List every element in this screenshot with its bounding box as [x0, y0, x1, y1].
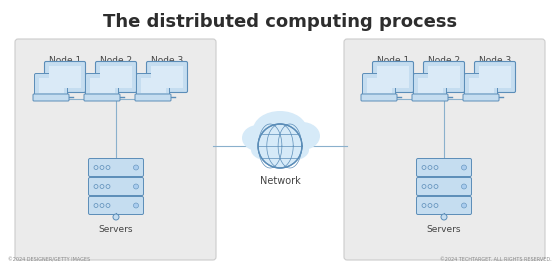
Text: ©2024 DESIGNER/GETTY IMAGES: ©2024 DESIGNER/GETTY IMAGES [8, 257, 90, 262]
FancyBboxPatch shape [417, 178, 472, 196]
FancyBboxPatch shape [474, 62, 516, 93]
FancyBboxPatch shape [90, 77, 114, 93]
FancyBboxPatch shape [151, 66, 183, 88]
Text: Node 2: Node 2 [428, 56, 460, 65]
Text: ©2024 TECHTARGET. ALL RIGHTS RESERVED.: ©2024 TECHTARGET. ALL RIGHTS RESERVED. [440, 257, 552, 262]
FancyBboxPatch shape [44, 62, 86, 93]
FancyBboxPatch shape [88, 158, 143, 176]
FancyBboxPatch shape [412, 94, 448, 101]
Circle shape [258, 124, 302, 168]
Text: The distributed computing process: The distributed computing process [103, 13, 457, 31]
FancyBboxPatch shape [86, 73, 119, 97]
Ellipse shape [271, 139, 309, 161]
FancyBboxPatch shape [366, 77, 391, 93]
Circle shape [461, 165, 466, 170]
FancyBboxPatch shape [135, 94, 171, 101]
Ellipse shape [251, 139, 289, 161]
FancyBboxPatch shape [88, 196, 143, 214]
FancyBboxPatch shape [428, 66, 460, 88]
Circle shape [133, 165, 138, 170]
FancyBboxPatch shape [344, 39, 545, 260]
Circle shape [133, 203, 138, 208]
Text: Node 1: Node 1 [49, 56, 81, 65]
Text: Network: Network [260, 176, 300, 186]
Ellipse shape [253, 111, 307, 149]
FancyBboxPatch shape [413, 73, 446, 97]
FancyBboxPatch shape [417, 196, 472, 214]
FancyBboxPatch shape [147, 62, 188, 93]
FancyBboxPatch shape [372, 62, 413, 93]
FancyBboxPatch shape [49, 66, 81, 88]
FancyBboxPatch shape [39, 77, 63, 93]
Text: Node 3: Node 3 [479, 56, 511, 65]
Ellipse shape [284, 122, 320, 150]
FancyBboxPatch shape [137, 73, 170, 97]
Circle shape [133, 184, 138, 189]
Circle shape [113, 214, 119, 220]
Circle shape [441, 214, 447, 220]
Text: Node 3: Node 3 [151, 56, 183, 65]
Text: Servers: Servers [99, 225, 133, 234]
Text: Node 2: Node 2 [100, 56, 132, 65]
FancyBboxPatch shape [423, 62, 464, 93]
FancyBboxPatch shape [96, 62, 137, 93]
FancyBboxPatch shape [418, 77, 442, 93]
FancyBboxPatch shape [479, 66, 511, 88]
Text: Servers: Servers [427, 225, 461, 234]
FancyBboxPatch shape [377, 66, 409, 88]
FancyBboxPatch shape [361, 94, 397, 101]
FancyBboxPatch shape [84, 94, 120, 101]
Circle shape [461, 184, 466, 189]
Ellipse shape [242, 125, 274, 151]
FancyBboxPatch shape [362, 73, 395, 97]
FancyBboxPatch shape [141, 77, 166, 93]
FancyBboxPatch shape [35, 73, 68, 97]
FancyBboxPatch shape [464, 73, 497, 97]
FancyBboxPatch shape [469, 77, 493, 93]
Text: Node 1: Node 1 [377, 56, 409, 65]
Circle shape [461, 203, 466, 208]
FancyBboxPatch shape [463, 94, 499, 101]
FancyBboxPatch shape [33, 94, 69, 101]
FancyBboxPatch shape [88, 178, 143, 196]
FancyBboxPatch shape [417, 158, 472, 176]
FancyBboxPatch shape [15, 39, 216, 260]
FancyBboxPatch shape [100, 66, 132, 88]
